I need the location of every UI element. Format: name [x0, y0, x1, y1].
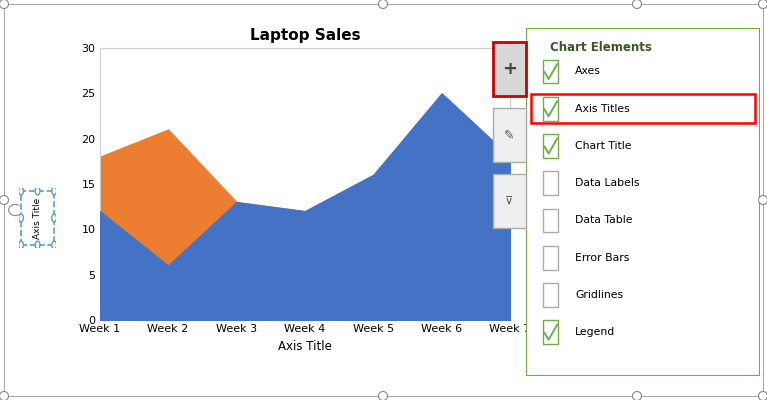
Legend: MacBook Air M1, Dell XPS 13, MacBook Pro 16: MacBook Air M1, Dell XPS 13, MacBook Pro…: [143, 396, 467, 400]
Circle shape: [35, 241, 40, 249]
Text: Chart Elements: Chart Elements: [549, 41, 651, 54]
Circle shape: [378, 392, 387, 400]
FancyBboxPatch shape: [542, 171, 558, 195]
Circle shape: [759, 196, 767, 204]
Circle shape: [759, 0, 767, 8]
Text: Legend: Legend: [575, 327, 616, 337]
Circle shape: [0, 196, 8, 204]
Circle shape: [51, 214, 57, 222]
Circle shape: [0, 392, 8, 400]
Circle shape: [51, 241, 57, 249]
FancyBboxPatch shape: [542, 97, 558, 120]
Circle shape: [633, 0, 641, 8]
FancyBboxPatch shape: [542, 134, 558, 158]
FancyBboxPatch shape: [492, 108, 526, 162]
FancyBboxPatch shape: [542, 283, 558, 307]
Text: Data Table: Data Table: [575, 216, 633, 226]
Circle shape: [18, 214, 24, 222]
FancyBboxPatch shape: [542, 209, 558, 232]
FancyBboxPatch shape: [542, 60, 558, 83]
Circle shape: [378, 0, 387, 8]
Text: ✎: ✎: [504, 129, 515, 142]
Text: +: +: [502, 60, 517, 78]
Circle shape: [0, 0, 8, 8]
Circle shape: [8, 204, 22, 216]
FancyBboxPatch shape: [492, 174, 526, 228]
Text: Axes: Axes: [575, 66, 601, 76]
Circle shape: [633, 392, 641, 400]
Text: Axis Titles: Axis Titles: [575, 104, 630, 114]
Title: Laptop Sales: Laptop Sales: [249, 28, 360, 43]
FancyBboxPatch shape: [542, 320, 558, 344]
Text: Error Bars: Error Bars: [575, 253, 630, 263]
Circle shape: [18, 187, 24, 195]
FancyBboxPatch shape: [21, 191, 54, 245]
X-axis label: Axis Title: Axis Title: [278, 340, 332, 353]
FancyBboxPatch shape: [526, 28, 760, 376]
Circle shape: [759, 392, 767, 400]
FancyBboxPatch shape: [531, 94, 755, 123]
FancyBboxPatch shape: [492, 42, 526, 96]
FancyBboxPatch shape: [542, 246, 558, 270]
Text: Axis Title: Axis Title: [33, 197, 42, 239]
Text: Chart Title: Chart Title: [575, 141, 632, 151]
Text: ⊽: ⊽: [505, 196, 513, 206]
Text: Data Labels: Data Labels: [575, 178, 640, 188]
Text: Gridlines: Gridlines: [575, 290, 624, 300]
Circle shape: [35, 187, 40, 195]
Circle shape: [18, 241, 24, 249]
Circle shape: [51, 187, 57, 195]
